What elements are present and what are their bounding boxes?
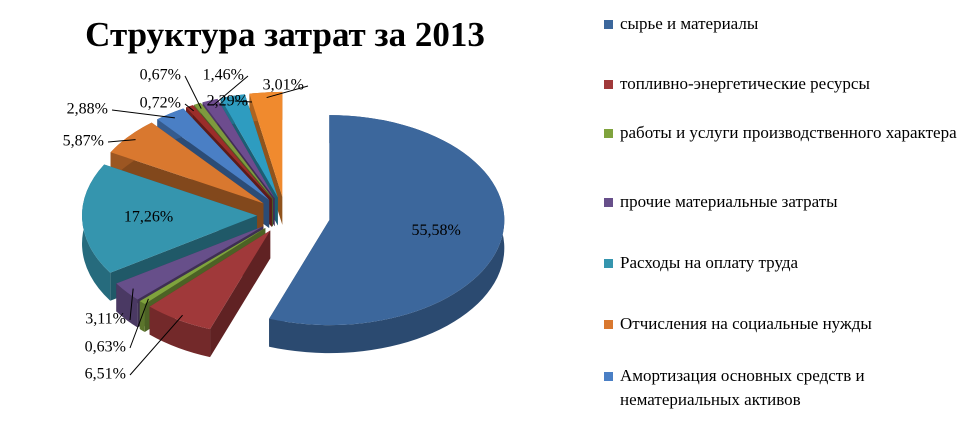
legend-label: топливно-энергетические ресурсы xyxy=(620,74,870,93)
leader-line xyxy=(129,288,134,321)
slice-side xyxy=(149,306,211,358)
data-label: 2,88% xyxy=(67,101,108,118)
legend-item: топливно-энергетические ресурсы xyxy=(602,72,962,96)
legend-swatch xyxy=(604,372,613,381)
legend-swatch xyxy=(604,129,613,138)
leader-line xyxy=(129,314,183,376)
data-label: 2,29% xyxy=(207,93,248,110)
leader-line xyxy=(212,75,249,106)
legend-label: сырье и материалы xyxy=(620,14,759,33)
data-label: 17,26% xyxy=(124,208,173,225)
slice-side xyxy=(116,283,138,328)
data-label: 55,58% xyxy=(411,222,460,239)
legend-swatch xyxy=(604,20,613,29)
slice xyxy=(269,115,505,326)
legend-label: работы и услуги производственного характ… xyxy=(620,123,957,142)
leader-line xyxy=(266,85,309,99)
legend-swatch xyxy=(604,320,613,329)
legend-label: прочие материальные затраты xyxy=(620,192,838,211)
legend-swatch xyxy=(604,259,613,268)
data-label: 5,87% xyxy=(63,133,104,150)
data-label: 3,11% xyxy=(85,311,126,328)
data-label: 6,51% xyxy=(85,366,126,383)
legend-item: сырье и материалы xyxy=(602,12,962,36)
slice xyxy=(249,91,283,197)
leader-line xyxy=(111,109,175,119)
chart-title: Структура затрат за 2013 xyxy=(85,15,485,54)
slice xyxy=(157,108,270,201)
slice xyxy=(186,105,272,199)
slice xyxy=(82,164,258,273)
slice-side xyxy=(269,115,505,354)
legend-item: прочие материальные затраты xyxy=(602,190,962,214)
legend-label: Отчисления на социальные нужды xyxy=(620,314,872,333)
data-label: 1,46% xyxy=(203,67,244,84)
chart: Структура затрат за 2013 55,58% 6,51% 0,63… xyxy=(63,15,505,383)
legend-swatch xyxy=(604,80,613,89)
legend-item: Отчисления на социальные нужды xyxy=(602,312,962,336)
data-label: 0,63% xyxy=(85,339,126,356)
slice xyxy=(194,102,273,199)
legend-swatch xyxy=(604,198,613,207)
legend-item: Расходы на оплату труда xyxy=(602,251,962,275)
leader-line xyxy=(129,298,149,349)
data-label: 0,72% xyxy=(140,95,181,112)
leader-line xyxy=(184,75,202,109)
slice xyxy=(220,94,278,198)
legend-item: Амортизация основных средств и нематериа… xyxy=(602,364,962,412)
legend-label: Амортизация основных средств и нематериа… xyxy=(620,366,865,409)
slice xyxy=(202,98,275,199)
legend-label: Расходы на оплату труда xyxy=(620,253,799,272)
data-label: 0,67% xyxy=(140,67,181,84)
slice xyxy=(116,226,264,300)
slice xyxy=(149,230,271,330)
slice xyxy=(139,227,266,305)
legend-item: работы и услуги производственного характ… xyxy=(602,121,962,145)
data-label: 3,01% xyxy=(263,77,304,94)
leader-line xyxy=(184,103,194,112)
leader-line xyxy=(234,100,253,103)
leader-line xyxy=(107,139,136,143)
slice xyxy=(110,122,264,204)
